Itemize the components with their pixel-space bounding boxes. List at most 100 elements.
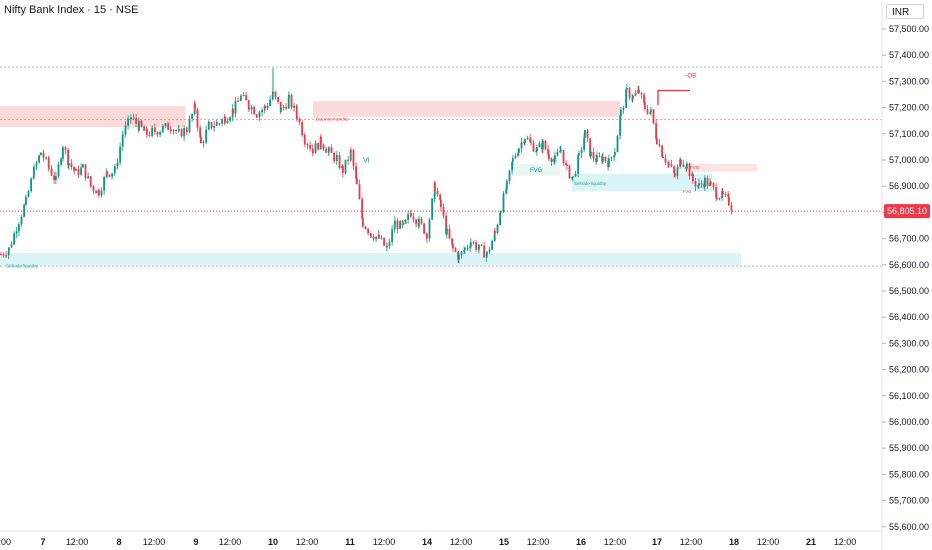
candle-body <box>730 205 733 211</box>
candle-body <box>608 158 610 168</box>
candle-body <box>234 100 237 114</box>
candle-body <box>646 109 649 114</box>
candle-body <box>218 123 221 125</box>
candle-body <box>0 254 2 256</box>
candle-body <box>55 176 57 180</box>
candle-body <box>5 255 7 257</box>
y-tick-label: 56,000.00 <box>889 417 929 427</box>
candle-body <box>709 182 711 186</box>
x-tick-label: 12:00 <box>757 537 780 547</box>
candle-body <box>412 216 415 220</box>
candle-body <box>288 94 290 98</box>
y-tick-label: 57,000.00 <box>889 155 929 165</box>
x-tick-label: 8 <box>116 537 121 547</box>
candle-body <box>589 138 591 157</box>
candle-body <box>686 163 688 169</box>
candle-body <box>632 95 634 99</box>
y-tick-label: 56,300.00 <box>889 338 929 348</box>
candle-body <box>436 190 439 195</box>
candle-body <box>622 107 625 110</box>
candle-body <box>32 175 35 179</box>
candle-body <box>592 151 595 159</box>
y-tick-label: 56,700.00 <box>889 234 929 244</box>
candle-body <box>697 185 699 187</box>
candle-body <box>68 163 70 166</box>
candle-body <box>183 128 185 137</box>
candle-body <box>242 94 245 96</box>
candle-body <box>526 138 529 140</box>
candle-body <box>188 118 191 133</box>
candle-body <box>728 196 730 206</box>
candle-body <box>388 242 391 247</box>
candle-body <box>352 150 355 167</box>
candle-body <box>472 242 475 244</box>
zone-demand <box>572 173 712 192</box>
y-tick-label: 56,100.00 <box>889 391 929 401</box>
candle-body <box>306 144 309 146</box>
y-tick-label: 55,600.00 <box>889 522 929 532</box>
currency-selector[interactable]: INR <box>886 4 924 19</box>
candle-body <box>676 166 679 177</box>
candle-body <box>156 132 159 135</box>
y-tick-label: 57,400.00 <box>889 50 929 60</box>
x-tick-label: 12:00 <box>527 537 550 547</box>
candle-body <box>370 234 372 237</box>
candle-body <box>80 167 82 175</box>
y-tick-label: 56,500.00 <box>889 286 929 296</box>
candle-body <box>27 191 30 197</box>
candle-body <box>116 162 119 167</box>
candle-body <box>454 248 457 252</box>
candle-body <box>170 129 172 131</box>
candle-body <box>290 94 293 108</box>
candle-body <box>625 89 627 108</box>
candle-body <box>452 244 454 249</box>
candle-body <box>191 114 193 119</box>
candle-body <box>199 127 201 137</box>
candle-body <box>269 99 271 106</box>
candle-body <box>362 218 364 227</box>
candle-body <box>35 162 38 167</box>
candle-body <box>562 149 565 164</box>
candle-body <box>42 152 45 159</box>
candle-body <box>60 158 62 165</box>
candle-body <box>196 109 199 128</box>
candle-body <box>57 164 60 177</box>
zones-layer <box>0 101 757 266</box>
price-tag-bg <box>884 204 930 219</box>
candle-body <box>13 233 15 245</box>
candle-body <box>565 163 567 165</box>
candle-body <box>394 220 396 225</box>
candle-body <box>311 148 314 151</box>
candle-body <box>483 245 485 258</box>
candle-body <box>428 219 431 239</box>
candle-body <box>114 166 116 172</box>
candle-body <box>375 236 377 240</box>
candle-body <box>604 156 607 162</box>
candle-body <box>280 107 282 113</box>
candle-body <box>491 240 493 250</box>
candle-body <box>216 122 218 124</box>
candle-body <box>610 157 613 159</box>
candle-body <box>47 157 50 168</box>
zone-fvg_bull <box>514 163 560 176</box>
candle-body <box>285 106 287 109</box>
candle-body <box>304 142 306 145</box>
candle-body <box>434 182 436 191</box>
candle-body <box>548 154 550 159</box>
candle-body <box>122 134 124 136</box>
candle-body <box>614 152 616 156</box>
candle-body <box>578 153 580 156</box>
annotations-layer: VI −OB Buyside liquidity Sellside liquidity… <box>6 73 700 268</box>
candle-body <box>391 229 393 243</box>
candle-body <box>349 149 352 161</box>
y-tick-label: 56,400.00 <box>889 312 929 322</box>
y-tick-label: 55,900.00 <box>889 443 929 453</box>
candle-body <box>140 120 143 127</box>
candle-body <box>336 155 338 158</box>
candle-body <box>180 129 183 137</box>
candle-body <box>466 247 469 249</box>
candle-body <box>710 182 712 184</box>
candle-body <box>458 254 460 260</box>
candle-body <box>463 250 465 252</box>
